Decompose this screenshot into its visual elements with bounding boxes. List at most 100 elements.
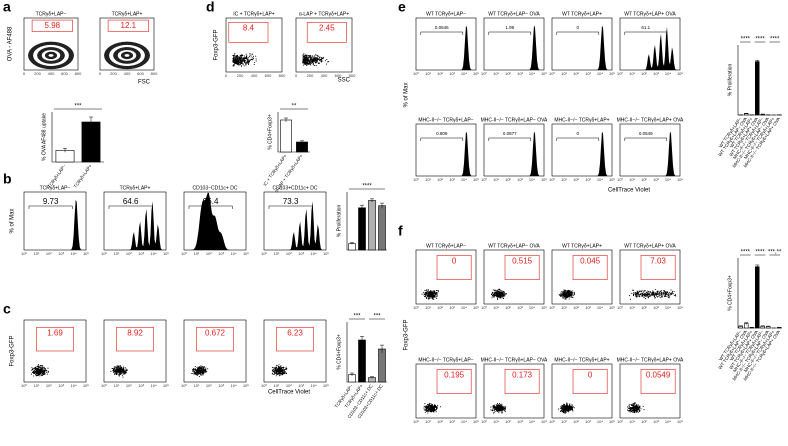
- event-dot: [282, 368, 284, 370]
- event-dot: [197, 370, 199, 372]
- plot-title: CD103−CD11c+ DC: [193, 185, 238, 191]
- event-dot: [426, 405, 428, 407]
- plot-title: WT TCRγδ+LAP+: [562, 11, 602, 17]
- event-dot: [274, 373, 276, 375]
- event-dot: [433, 292, 435, 294]
- event-dot: [672, 293, 674, 295]
- event-dot: [655, 295, 657, 297]
- event-dot: [498, 407, 500, 409]
- event-dot: [305, 62, 307, 64]
- x-axis-label: CellTrace Violet: [608, 188, 650, 194]
- event-dot: [424, 411, 426, 413]
- event-dot: [425, 293, 427, 295]
- event-dot: [283, 369, 285, 371]
- tick-label: 10²: [46, 383, 52, 388]
- panel-label: d: [206, 0, 215, 15]
- event-dot: [569, 290, 571, 292]
- event-dot: [664, 292, 666, 294]
- event-dot: [629, 411, 631, 413]
- tick-label: 10⁰: [181, 251, 187, 256]
- gate: [36, 327, 74, 352]
- event-dot: [245, 64, 247, 66]
- plot-title: WT TCRγδ+LAP+ OVA: [624, 243, 676, 249]
- tick-label: 10³: [585, 177, 591, 182]
- gate-value: 0.0877: [503, 131, 517, 136]
- event-dot: [630, 407, 632, 409]
- event-dot: [318, 58, 320, 60]
- event-dot: [656, 293, 658, 296]
- event-dot: [241, 62, 243, 64]
- error-bar: [755, 60, 760, 63]
- event-dot: [35, 367, 37, 369]
- significance: ****: [755, 250, 765, 256]
- event-dot: [305, 54, 307, 56]
- gate: [228, 22, 269, 43]
- event-dot: [499, 291, 501, 293]
- tick-label: 10¹: [629, 419, 635, 424]
- event-dot: [234, 58, 236, 61]
- event-dot: [252, 55, 255, 57]
- event-dot: [46, 371, 48, 373]
- panel-label: b: [3, 171, 12, 187]
- event-dot: [304, 61, 306, 63]
- histogram: [620, 131, 680, 176]
- gate-value: 12.1: [121, 21, 137, 30]
- error-bar: [300, 140, 304, 144]
- event-dot: [496, 297, 498, 299]
- event-dot: [500, 294, 502, 296]
- event-dot: [423, 405, 425, 407]
- tick-label: 10⁵: [677, 419, 683, 424]
- event-dot: [307, 59, 309, 61]
- event-dot: [435, 289, 438, 292]
- error-bar: [744, 113, 749, 115]
- tick-label: 10⁴: [461, 177, 467, 182]
- event-dot: [313, 56, 315, 58]
- event-dot: [278, 372, 280, 374]
- tick-label: 10³: [517, 177, 523, 182]
- error-bar: [350, 242, 354, 245]
- event-dot: [317, 62, 320, 65]
- event-dot: [307, 57, 309, 59]
- event-dot: [233, 58, 235, 60]
- event-dot: [41, 369, 43, 371]
- event-dot: [491, 295, 493, 297]
- tick-label: 10⁰: [481, 305, 487, 310]
- event-dot: [490, 409, 492, 411]
- tick-label: 10¹: [493, 419, 499, 424]
- tick-label: 10⁰: [101, 383, 107, 388]
- tick-label: 10⁰: [261, 251, 267, 256]
- plot-frame: [99, 17, 155, 71]
- tick-label: 10⁴: [311, 251, 317, 256]
- event-dot: [192, 369, 194, 371]
- tick-label: 10²: [573, 177, 579, 182]
- error-bar: [738, 325, 743, 327]
- event-dot: [571, 404, 574, 406]
- tick-label: 10²: [46, 251, 52, 256]
- event-dot: [494, 409, 496, 411]
- tick-label: 10³: [138, 251, 144, 256]
- event-dot: [237, 60, 239, 62]
- event-dot: [658, 295, 660, 297]
- event-dot: [665, 292, 667, 294]
- x-axis-label: FSC: [138, 80, 151, 86]
- tick-label: 10⁵: [323, 251, 329, 256]
- event-dot: [327, 61, 329, 63]
- event-dot: [562, 297, 564, 299]
- event-dot: [499, 407, 501, 409]
- event-dot: [572, 410, 574, 412]
- tick-label: 10¹: [34, 251, 40, 256]
- event-dot: [633, 403, 635, 405]
- y-axis-label: % of Max: [404, 82, 410, 107]
- event-dot: [502, 291, 504, 293]
- event-dot: [665, 294, 667, 296]
- tick-label: 10⁰: [261, 383, 267, 388]
- significance: ****: [755, 37, 765, 43]
- event-dot: [502, 292, 504, 294]
- event-dot: [502, 296, 504, 298]
- event-dot: [573, 407, 575, 409]
- event-dot: [198, 371, 200, 373]
- gate-value: 1.99: [505, 25, 514, 30]
- event-dot: [497, 298, 499, 300]
- event-dot: [41, 367, 43, 369]
- event-dot: [429, 294, 431, 296]
